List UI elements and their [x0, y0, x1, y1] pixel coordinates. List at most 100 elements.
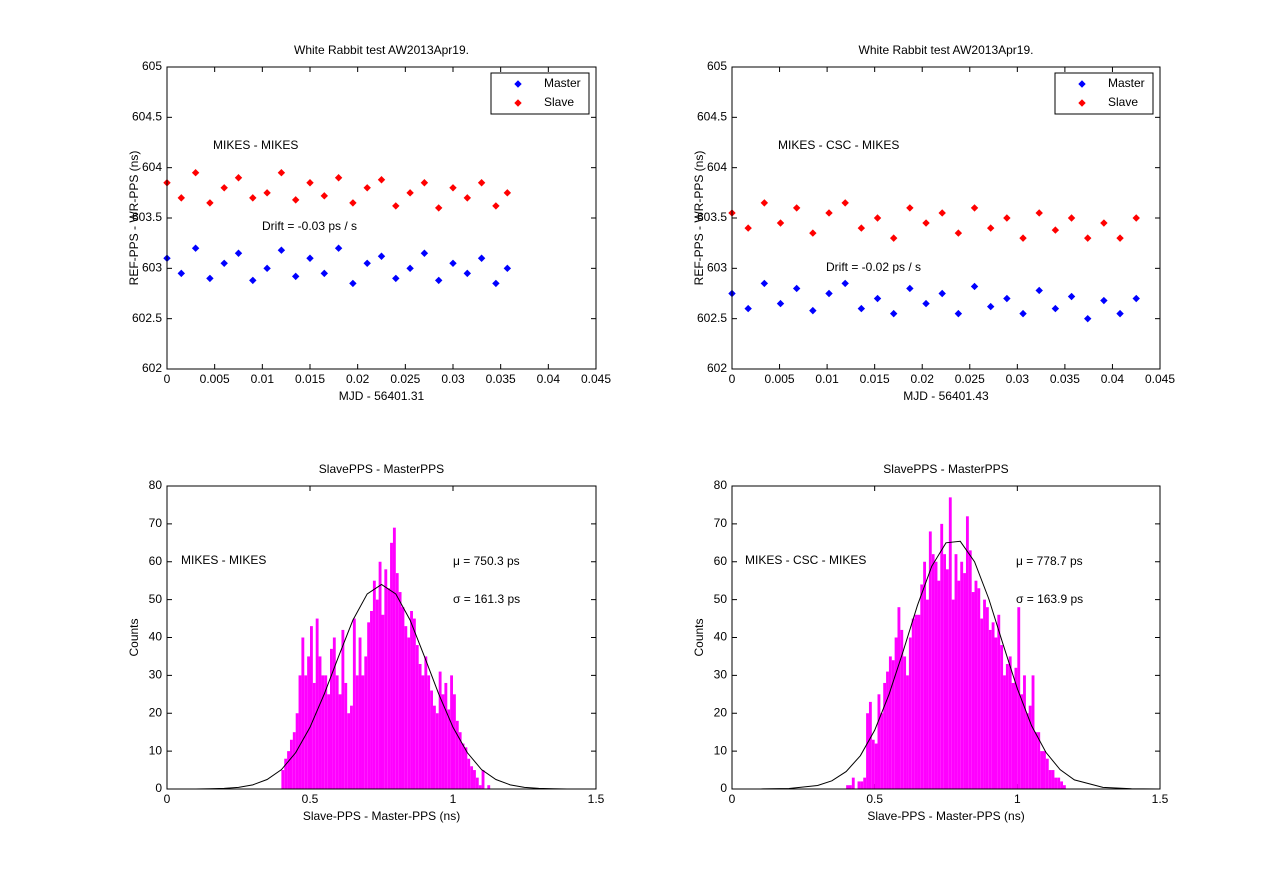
annotation: σ = 163.9 ps: [1016, 592, 1083, 606]
scatter-point: [492, 279, 500, 288]
scatter-point: [1067, 292, 1076, 301]
scatter-point: [177, 194, 186, 202]
histogram-bar: [868, 701, 872, 789]
histogram-bar: [358, 637, 362, 789]
scatter-point: [889, 234, 898, 242]
histogram-bar: [461, 743, 465, 789]
histogram-bar: [908, 637, 912, 789]
histogram-bar: [341, 629, 345, 789]
plot-area: [167, 67, 596, 369]
histogram-bar: [344, 682, 348, 789]
histogram-bar: [957, 580, 961, 789]
histogram-bar: [968, 550, 972, 789]
histogram-bar: [370, 610, 373, 789]
histogram-bar: [312, 682, 316, 789]
histogram-bar: [453, 694, 456, 789]
subplot: 0 0.005 0.01 0.015 0.02 0.025 0.03 0.035 0.04 0.0…: [692, 43, 1175, 403]
scatter-point: [420, 249, 429, 257]
legend-marker: [514, 80, 522, 88]
y-tick-label: 604: [707, 160, 727, 174]
histogram-bar: [871, 739, 875, 789]
scatter-point: [873, 294, 882, 303]
x-tick-label: 0.02: [346, 372, 370, 386]
scatter-point: [906, 204, 914, 212]
chart-title: SlavePPS - MasterPPS: [883, 462, 1008, 476]
scatter-point: [792, 284, 801, 293]
subplot: 0 0.5 1 1.5 0 10 20 30 40 50 60 70 80 SlavePPS - Mast…: [127, 462, 604, 823]
histogram-bar: [441, 694, 445, 789]
histogram-bar: [1062, 785, 1066, 789]
histogram-bar: [866, 713, 869, 789]
x-axis-label: MJD - 56401.31: [339, 389, 425, 403]
scatter-point: [434, 204, 443, 212]
legend-label: Slave: [544, 95, 574, 109]
x-tick-label: 0.03: [441, 372, 465, 386]
histogram-bar: [418, 664, 422, 789]
histogram-bar: [891, 660, 895, 789]
x-tick-label: 0.025: [390, 372, 420, 386]
legend-marker: [1078, 99, 1086, 107]
histogram-bar: [1040, 751, 1044, 789]
y-axis-label: Counts: [692, 618, 706, 656]
scatter-point: [177, 269, 186, 278]
histogram-bar: [470, 766, 474, 789]
histogram-bar: [894, 637, 898, 789]
scatter-point: [760, 279, 769, 288]
histogram-bar: [923, 561, 927, 789]
histogram-bar: [415, 645, 419, 789]
histogram-bar: [478, 785, 482, 789]
histogram-bar: [1000, 645, 1004, 789]
x-tick-label: 0.02: [911, 372, 935, 386]
histogram-bar: [432, 705, 436, 789]
histogram-bar: [364, 656, 368, 789]
histogram-bar: [367, 622, 371, 789]
histogram-bar: [851, 777, 855, 789]
scatter-point: [1084, 234, 1092, 242]
y-tick-label: 30: [714, 668, 728, 682]
histogram-bar: [934, 561, 938, 789]
histogram-bar: [917, 614, 921, 789]
scatter-point: [477, 179, 486, 187]
scatter-point: [857, 224, 866, 232]
histogram-bar: [444, 682, 448, 789]
histogram-bar: [863, 777, 867, 789]
scatter-point: [363, 259, 371, 268]
y-tick-label: 10: [149, 743, 163, 757]
annotation: μ = 750.3 ps: [453, 554, 520, 568]
histogram-bar: [281, 770, 285, 789]
histogram-bar: [398, 592, 402, 789]
histogram-bar: [458, 732, 462, 789]
histogram-bar: [487, 785, 491, 789]
histogram-bar: [464, 747, 468, 789]
histogram-bar: [430, 690, 433, 789]
histogram-bar: [888, 656, 892, 789]
histogram-bar: [900, 629, 904, 789]
x-tick-label: 0.5: [866, 792, 883, 806]
histogram-bar: [447, 709, 451, 789]
y-tick-label: 603: [707, 261, 727, 275]
scatter-point: [841, 279, 849, 288]
histogram-bar: [877, 694, 881, 789]
histogram-bar: [1005, 664, 1009, 789]
histogram-bar: [481, 770, 485, 789]
x-tick-label: 1: [450, 792, 457, 806]
scatter-point: [277, 168, 286, 177]
histogram-bar: [943, 554, 946, 789]
histogram-bar: [940, 523, 944, 789]
histogram-bar: [1057, 777, 1061, 789]
scatter-point: [291, 272, 300, 281]
x-tick-label: 0.035: [1050, 372, 1080, 386]
x-tick-label: 0.035: [486, 372, 516, 386]
histogram-bar: [332, 637, 336, 789]
histogram-bar: [931, 554, 935, 789]
y-tick-label: 604.5: [697, 110, 727, 124]
histogram-bar: [988, 629, 992, 789]
scatter-point: [291, 196, 300, 204]
histogram-bar: [384, 569, 388, 789]
histogram-bar: [1060, 781, 1063, 789]
x-tick-label: 0: [729, 372, 736, 386]
histogram-bar: [475, 777, 479, 789]
histogram-bar: [977, 588, 981, 789]
histogram-bar: [857, 781, 861, 789]
